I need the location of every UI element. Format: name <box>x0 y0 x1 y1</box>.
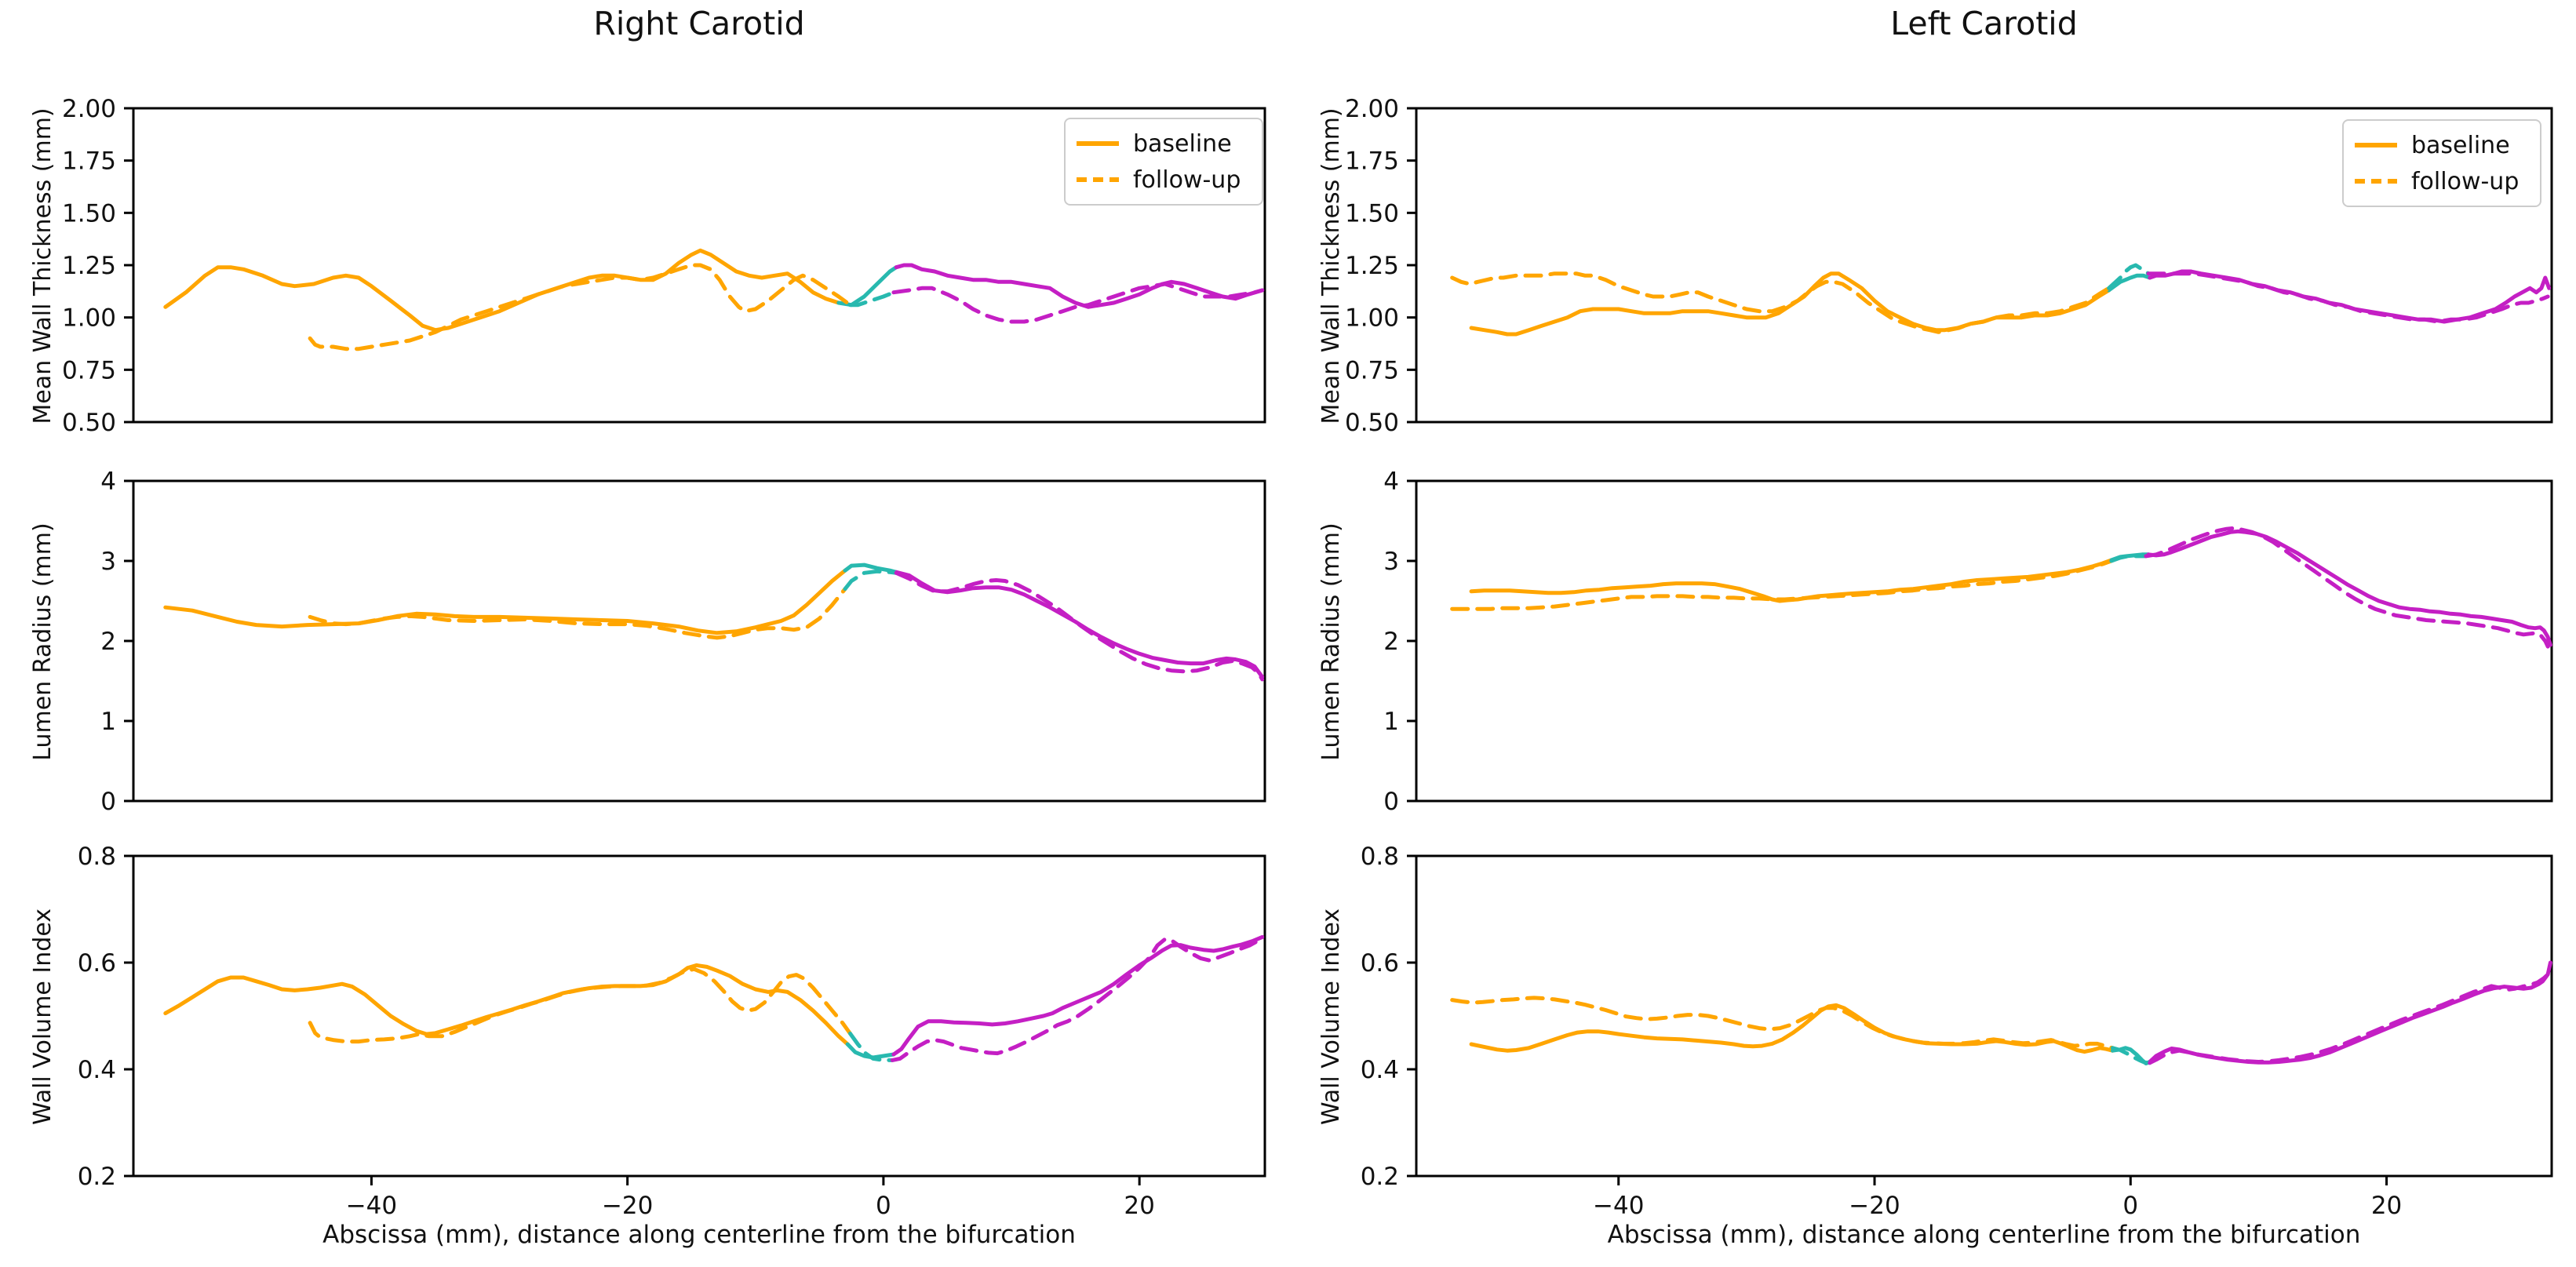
y-tick-label: 0.4 <box>1361 1056 1399 1084</box>
xlabel-right-carotid: Abscissa (mm), distance along centerline… <box>322 1221 1076 1249</box>
y-tick-label: 3 <box>1383 548 1399 576</box>
series-left-mean-wall-thickness-follow-up-segment0 <box>1450 271 2111 334</box>
ylabel-right-lumen-radius: Lumen Radius (mm) <box>29 522 56 761</box>
panel-box-right-lumen-radius <box>132 479 1266 803</box>
legend-item-follow-up: follow-up <box>1075 162 1252 198</box>
y-tick-label: 0.50 <box>62 409 116 437</box>
series-right-lumen-radius-follow-up-segment2 <box>894 570 1265 682</box>
y-tick-label: 2 <box>100 628 116 656</box>
y-tick-label: 3 <box>100 548 116 576</box>
title-right-carotid: Right Carotid <box>593 5 805 42</box>
y-tick-label: 1.00 <box>1345 304 1399 333</box>
series-left-wall-volume-index-follow-up-segment1 <box>2110 1046 2152 1065</box>
y-tick-label: 4 <box>1383 468 1399 496</box>
series-right-wall-volume-index-follow-up-segment2 <box>890 934 1265 1062</box>
legend-line-dashed-icon <box>1077 177 1119 182</box>
y-tick-label: 2.00 <box>62 95 116 123</box>
x-tick-label: −20 <box>602 1192 653 1220</box>
ylabel-right-wall-volume-index: Wall Volume Index <box>29 908 56 1126</box>
legend-line-solid-icon <box>2355 143 2397 147</box>
series-left-mean-wall-thickness-follow-up-segment2 <box>2146 271 2550 324</box>
x-tick-label: 0 <box>2122 1192 2138 1220</box>
title-left-carotid: Left Carotid <box>1890 5 2078 42</box>
series-right-lumen-radius-follow-up-segment0 <box>308 587 847 640</box>
series-left-wall-volume-index-baseline-segment0 <box>1469 1003 2115 1054</box>
series-right-mean-wall-thickness-follow-up-segment1 <box>848 290 896 308</box>
y-tick-label: 4 <box>100 468 116 496</box>
x-tick-label: 20 <box>2371 1192 2402 1220</box>
legend-item-follow-up: follow-up <box>2353 163 2530 199</box>
series-right-wall-volume-index-baseline-segment2 <box>891 934 1265 1057</box>
y-tick-label: 0 <box>100 788 116 816</box>
y-tick-label: 0.2 <box>1361 1163 1399 1191</box>
ylabel-left-wall-volume-index: Wall Volume Index <box>1317 908 1345 1126</box>
series-left-wall-volume-index-follow-up-segment2 <box>2148 971 2552 1065</box>
series-right-wall-volume-index-follow-up-segment0 <box>308 967 852 1044</box>
y-tick-label: 1.25 <box>62 252 116 280</box>
legend-label-baseline: baseline <box>2411 131 2510 159</box>
series-right-mean-wall-thickness-follow-up-segment0 <box>308 263 852 351</box>
series-left-mean-wall-thickness-follow-up-segment1 <box>2107 263 2151 290</box>
y-tick-label: 1.50 <box>62 199 116 228</box>
x-tick-label: −40 <box>1593 1192 1644 1220</box>
ylabel-right-mean-wall-thickness: Mean Wall Thickness (mm) <box>29 107 56 424</box>
ylabel-left-mean-wall-thickness: Mean Wall Thickness (mm) <box>1317 107 1345 424</box>
legend-label-baseline: baseline <box>1133 129 1232 158</box>
x-tick-label: −40 <box>346 1192 397 1220</box>
panel-box-left-wall-volume-index <box>1415 854 2553 1178</box>
xlabel-left-carotid: Abscissa (mm), distance along centerline… <box>1607 1221 2361 1249</box>
legend-item-baseline: baseline <box>1075 126 1252 162</box>
y-tick-label: 1.25 <box>1345 252 1399 280</box>
y-tick-label: 0 <box>1383 788 1399 816</box>
ylabel-left-lumen-radius: Lumen Radius (mm) <box>1317 522 1345 761</box>
y-tick-label: 0.75 <box>62 356 116 384</box>
y-tick-label: 0.8 <box>78 843 116 871</box>
series-left-mean-wall-thickness-baseline-segment2 <box>2148 269 2552 324</box>
y-tick-label: 1.00 <box>62 304 116 333</box>
y-tick-label: 0.50 <box>1345 409 1399 437</box>
legend-label-follow-up: follow-up <box>2411 167 2520 195</box>
y-tick-label: 1.75 <box>62 147 116 176</box>
series-right-mean-wall-thickness-baseline-segment2 <box>894 263 1265 309</box>
y-tick-label: 0.6 <box>78 949 116 978</box>
y-tick-label: 0.75 <box>1345 356 1399 384</box>
series-right-wall-volume-index-baseline-segment0 <box>163 963 850 1047</box>
y-tick-label: 0.4 <box>78 1056 116 1084</box>
y-tick-label: 2.00 <box>1345 95 1399 123</box>
x-tick-label: 0 <box>876 1192 891 1220</box>
series-right-lumen-radius-follow-up-segment1 <box>843 569 898 592</box>
legend-label-follow-up: follow-up <box>1133 166 1241 194</box>
series-left-lumen-radius-baseline-segment2 <box>2146 529 2552 647</box>
series-right-mean-wall-thickness-follow-up-segment2 <box>891 282 1265 324</box>
y-tick-label: 1 <box>100 708 116 736</box>
series-left-wall-volume-index-baseline-segment2 <box>2148 960 2552 1065</box>
y-tick-label: 1.75 <box>1345 147 1399 176</box>
legend-line-dashed-icon <box>2355 179 2397 184</box>
panel-box-right-wall-volume-index <box>132 854 1266 1178</box>
series-left-lumen-radius-follow-up-segment0 <box>1450 559 2114 611</box>
series-left-lumen-radius-follow-up-segment1 <box>2109 554 2148 563</box>
y-tick-label: 0.8 <box>1361 843 1399 871</box>
x-tick-label: 20 <box>1124 1192 1154 1220</box>
series-left-mean-wall-thickness-baseline-segment0 <box>1469 271 2111 337</box>
y-tick-label: 0.6 <box>1361 949 1399 978</box>
y-tick-label: 2 <box>1383 628 1399 656</box>
series-right-wall-volume-index-follow-up-segment1 <box>848 1031 894 1062</box>
legend-right-carotid: baseline follow-up <box>1064 118 1263 206</box>
panel-box-left-lumen-radius <box>1415 479 2553 803</box>
legend-item-baseline: baseline <box>2353 127 2530 163</box>
series-right-mean-wall-thickness-baseline-segment1 <box>836 265 898 308</box>
series-right-mean-wall-thickness-baseline-segment0 <box>163 248 841 333</box>
y-tick-label: 1.50 <box>1345 199 1399 228</box>
series-left-lumen-radius-follow-up-segment2 <box>2144 526 2550 649</box>
y-tick-label: 1 <box>1383 708 1399 736</box>
legend-line-solid-icon <box>1077 141 1119 146</box>
series-left-mean-wall-thickness-baseline-segment1 <box>2107 273 2152 293</box>
series-left-wall-volume-index-follow-up-segment0 <box>1450 996 2115 1050</box>
legend-left-carotid: baseline follow-up <box>2342 119 2541 207</box>
y-tick-label: 0.2 <box>78 1163 116 1191</box>
x-tick-label: −20 <box>1849 1192 1900 1220</box>
series-right-lumen-radius-baseline-segment0 <box>163 568 847 635</box>
